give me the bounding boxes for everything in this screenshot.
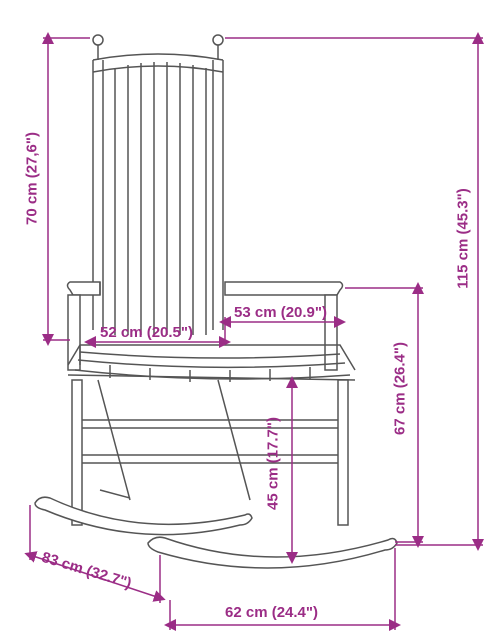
dim-arm-height: 67 cm (26.4"): [392, 329, 409, 449]
dim-seat-depth: 53 cm (20.9"): [234, 304, 327, 321]
dimension-diagram: 70 cm (27,6") 115 cm (45.3") 67 cm (26.4…: [0, 0, 500, 641]
dim-total-height: 115 cm (45.3"): [455, 179, 472, 299]
dim-seat-height: 45 cm (17.7"): [265, 404, 282, 524]
dim-seat-width: 52 cm (20.5"): [100, 324, 193, 341]
dim-base-width: 62 cm (24.4"): [225, 604, 318, 621]
dim-back-height: 70 cm (27,6"): [24, 119, 41, 239]
